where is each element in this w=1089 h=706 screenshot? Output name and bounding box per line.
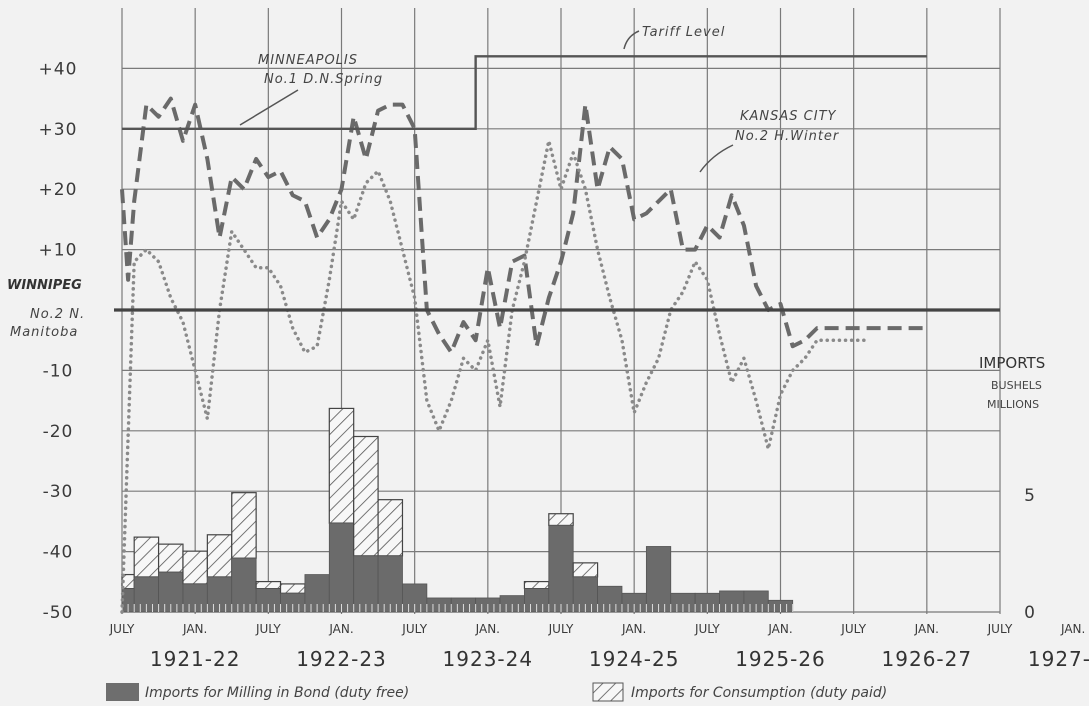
consumption-import-bar xyxy=(328,407,355,524)
consumption-import-bar xyxy=(279,583,306,594)
y-tick-label: -30 xyxy=(43,482,74,502)
kansas-annotation-name: KANSAS CITY xyxy=(740,109,837,124)
tariff-level-line xyxy=(122,55,927,131)
consumption-import-bar xyxy=(182,550,208,585)
x-tick-label: JAN. xyxy=(621,622,646,636)
consumption-import-bar xyxy=(572,562,599,578)
season-label: 1922-23 xyxy=(296,647,387,671)
x-tick-label: JULY xyxy=(401,622,427,636)
tariff-annotation: Tariff Level xyxy=(642,25,725,40)
season-label: 1923-24 xyxy=(443,647,534,671)
x-tick-label: JAN. xyxy=(1060,622,1085,636)
right-axis-subtitle-bushels: BUSHELS xyxy=(991,379,1042,392)
right-axis-title-imports: IMPORTS xyxy=(979,354,1045,372)
right-axis-subtitle-millions: MILLIONS xyxy=(987,398,1039,411)
bond-import-bar xyxy=(377,555,403,613)
x-tick-label: JAN. xyxy=(914,622,939,636)
x-tick-label: JULY xyxy=(548,622,574,636)
x-tick-label: JAN. xyxy=(475,622,500,636)
x-tick-label: JULY xyxy=(255,622,281,636)
legend-label-bond: Imports for Milling in Bond (duty free) xyxy=(145,685,409,701)
kansas-annotation-grade: No.2 H.Winter xyxy=(735,129,840,144)
consumption-import-bar xyxy=(206,534,233,578)
minneapolis-annotation-name: MINNEAPOLIS xyxy=(258,53,358,68)
consumption-import-bar xyxy=(353,435,379,557)
tariff-pointer xyxy=(623,30,640,50)
x-tick-label: JULY xyxy=(694,622,720,636)
y-tick-label: +30 xyxy=(39,120,78,140)
consumption-import-bar xyxy=(231,492,257,559)
y-tick-label: +40 xyxy=(39,59,78,79)
consumption-import-bar xyxy=(548,513,574,527)
annotations: Tariff Level MINNEAPOLIS No.1 D.N.Spring… xyxy=(239,25,840,173)
x-tick-label: JAN. xyxy=(767,622,792,636)
bond-import-bar xyxy=(353,555,379,613)
x-tick-label: JULY xyxy=(987,622,1013,636)
x-tick-label: JULY xyxy=(109,622,135,636)
right-axis-tick-label: 0 xyxy=(1024,603,1036,623)
y-tick-label: +10 xyxy=(39,241,78,261)
season-label: 1921-22 xyxy=(150,647,241,671)
axes: +40 +30 +20 +10 -10 -20 -30 -40 -50 5 0 JULY JAN. JUL… xyxy=(39,55,1089,671)
kansas-pointer xyxy=(699,144,734,173)
price-lines xyxy=(120,96,927,614)
season-label: 1924-25 xyxy=(589,647,680,671)
y-tick-label: -20 xyxy=(43,422,74,442)
right-axis-title: IMPORTS BUSHELS MILLIONS xyxy=(979,354,1045,411)
bond-import-bar xyxy=(548,525,574,613)
bond-import-bar xyxy=(645,546,672,613)
legend-swatch-bond xyxy=(106,683,139,701)
consumption-import-bar xyxy=(523,580,550,590)
legend-label-consumption: Imports for Consumption (duty paid) xyxy=(631,685,887,701)
y-tick-label: -10 xyxy=(43,361,74,381)
x-tick-label: JULY xyxy=(840,622,866,636)
consumption-import-bar xyxy=(133,536,160,578)
bond-import-bar xyxy=(231,557,257,613)
minneapolis-annotation-grade: No.1 D.N.Spring xyxy=(264,72,383,87)
import-bars xyxy=(121,407,794,613)
season-label: 1927-28 xyxy=(1028,647,1089,671)
baseline-label-province: Manitoba xyxy=(10,325,78,340)
minneapolis-pointer xyxy=(239,89,299,126)
baseline-label: WINNIPEG No.2 N. Manitoba xyxy=(7,278,85,340)
y-tick-label: -40 xyxy=(43,543,74,563)
x-tick-label: JAN. xyxy=(182,622,207,636)
x-tick-label: JAN. xyxy=(328,622,353,636)
y-tick-label: -50 xyxy=(43,603,74,623)
right-axis-tick-label: 5 xyxy=(1024,486,1036,506)
bond-import-bar xyxy=(328,522,355,613)
minneapolis-series-line xyxy=(120,96,927,355)
season-label: 1925-26 xyxy=(735,647,826,671)
kansas-city-series-line xyxy=(120,139,868,614)
season-label: 1926-27 xyxy=(882,647,973,671)
baseline-label-winnipeg: WINNIPEG xyxy=(7,278,82,293)
y-tick-label: +20 xyxy=(39,180,78,200)
baseline-label-grade: No.2 N. xyxy=(30,307,85,322)
legend-swatch-consumption xyxy=(592,682,624,702)
consumption-import-bar xyxy=(255,580,282,590)
consumption-import-bar xyxy=(377,499,404,557)
consumption-import-bar xyxy=(157,543,184,573)
legend: Imports for Milling in Bond (duty free) … xyxy=(106,682,887,702)
